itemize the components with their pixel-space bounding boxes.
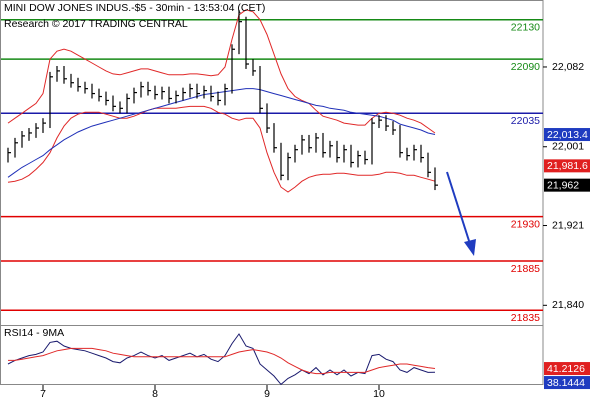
plot-frame xyxy=(0,0,544,385)
level-label: 22090 xyxy=(511,61,540,73)
marker-label: 38.1444 xyxy=(547,377,585,389)
marker-label: 22,013.4 xyxy=(547,129,588,141)
axis-marker: 41.2126 xyxy=(544,362,590,376)
x-tick-label: 9 xyxy=(264,388,270,400)
level-label: 21930 xyxy=(511,218,540,230)
marker-box xyxy=(544,362,590,376)
marker-box xyxy=(544,376,590,390)
x-tick-label: 8 xyxy=(152,388,158,400)
y-tick-label: 22,082 xyxy=(552,61,584,73)
level-label: 21835 xyxy=(511,312,540,324)
x-tick-label: 10 xyxy=(373,388,385,400)
y-tick-label: 21,840 xyxy=(552,299,584,311)
marker-box xyxy=(544,128,590,142)
marker-label: 41.2126 xyxy=(547,363,585,375)
x-tick-label: 7 xyxy=(40,388,46,400)
marker-label: 21,981.6 xyxy=(547,160,588,172)
axis-marker: 21,962 xyxy=(544,178,590,192)
rsi-title: RSI14 - 9MA xyxy=(4,327,64,339)
level-label: 21885 xyxy=(511,263,540,275)
chart-title: MINI DOW JONES INDUS.-$5 - 30min - 13:53… xyxy=(4,2,265,14)
y-tick-label: 22,001 xyxy=(552,141,584,153)
overlay-line xyxy=(7,105,436,193)
marker-box xyxy=(544,178,590,192)
marker-box xyxy=(544,159,590,173)
rsi-line xyxy=(7,333,436,386)
axis-marker: 21,981.6 xyxy=(544,159,590,173)
level-label: 22130 xyxy=(511,21,540,33)
y-tick-label: 21,921 xyxy=(552,219,584,231)
rsi-line xyxy=(8,347,436,375)
overlay-line xyxy=(7,88,436,178)
marker-label: 21,962 xyxy=(547,179,579,191)
overlay-line xyxy=(7,9,436,134)
chart-subtitle: Research © 2017 TRADING CENTRAL xyxy=(4,18,188,30)
axis-marker: 38.1444 xyxy=(544,376,590,390)
axis-marker: 22,013.4 xyxy=(544,128,590,142)
forecast-arrow xyxy=(446,171,476,256)
level-label: 22035 xyxy=(511,115,540,127)
